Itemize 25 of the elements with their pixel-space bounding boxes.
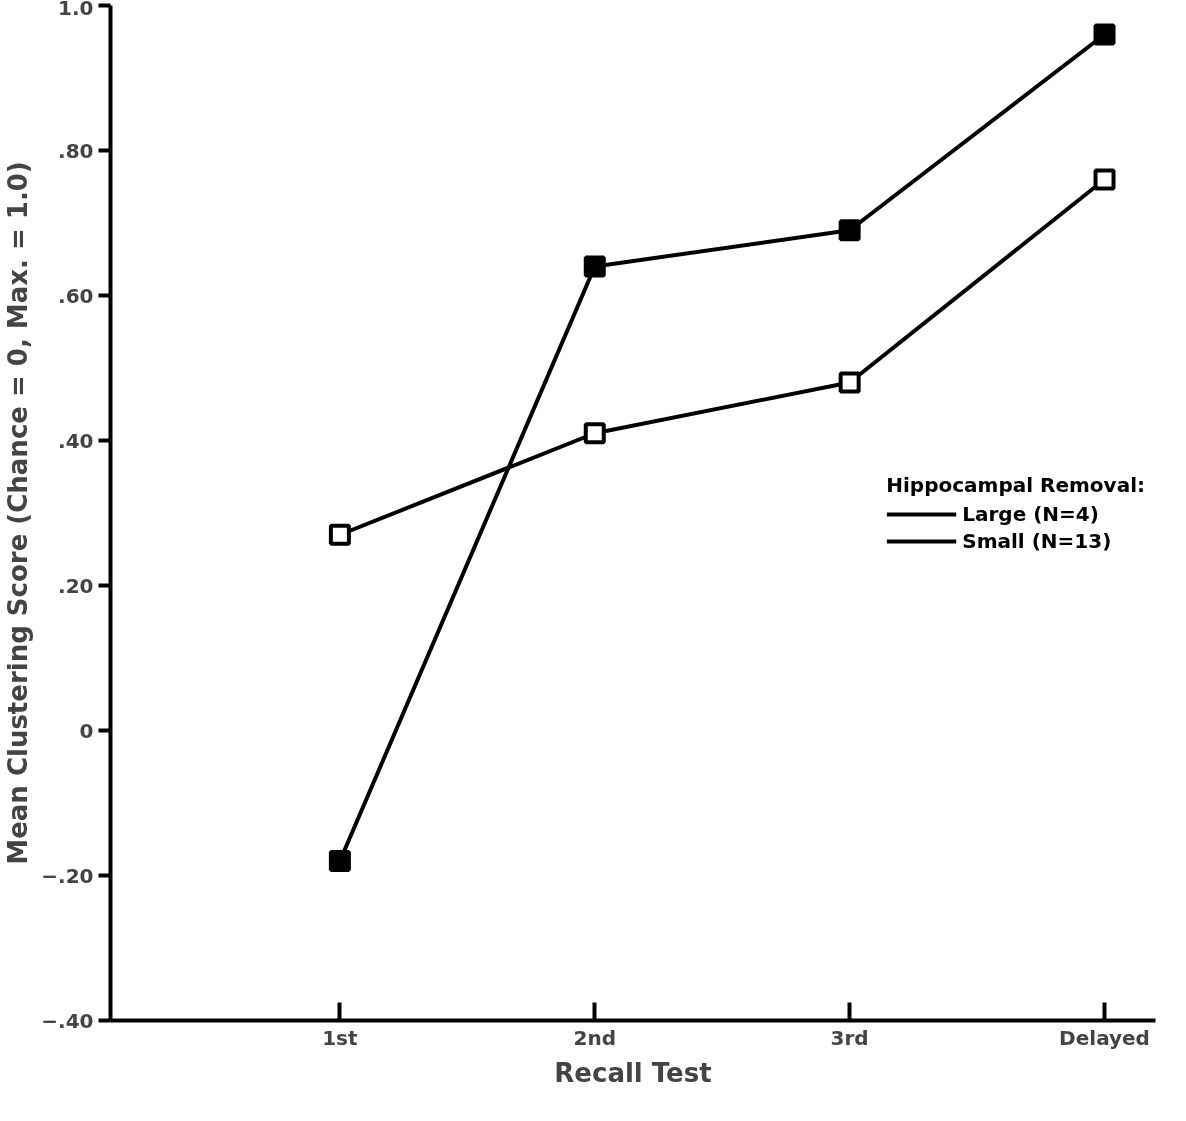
point	[328, 523, 351, 546]
legend-label: Small (N=13)	[962, 528, 1112, 553]
point	[1093, 168, 1116, 191]
y-tick-label: .80	[58, 138, 94, 163]
point	[1093, 23, 1116, 46]
x-tick-label: 1st	[322, 1025, 359, 1050]
x-tick-label: 2nd	[573, 1025, 617, 1050]
point	[583, 422, 606, 445]
legend-title: Hippocampal Removal:	[886, 472, 1145, 497]
y-tick-label: 1.0	[58, 0, 94, 20]
x-tick-label: 3rd	[830, 1025, 869, 1050]
y-axis-title: Mean Clustering Score (Chance = 0, Max. = 1.0)	[3, 161, 34, 865]
point	[328, 850, 351, 872]
legend-label: Large (N=4)	[962, 501, 1099, 526]
y-tick-label: .60	[58, 283, 94, 308]
point	[838, 371, 861, 394]
y-tick-label: −.20	[41, 863, 94, 888]
x-tick-label: Delayed	[1059, 1025, 1150, 1050]
point	[583, 255, 606, 278]
y-tick-label: −.40	[41, 1008, 94, 1033]
point	[838, 219, 861, 242]
y-tick-label: 0	[79, 718, 94, 743]
y-tick-label: .40	[58, 428, 94, 453]
x-axis-title: Recall Test	[554, 1057, 712, 1088]
y-tick-label: .20	[58, 573, 94, 598]
